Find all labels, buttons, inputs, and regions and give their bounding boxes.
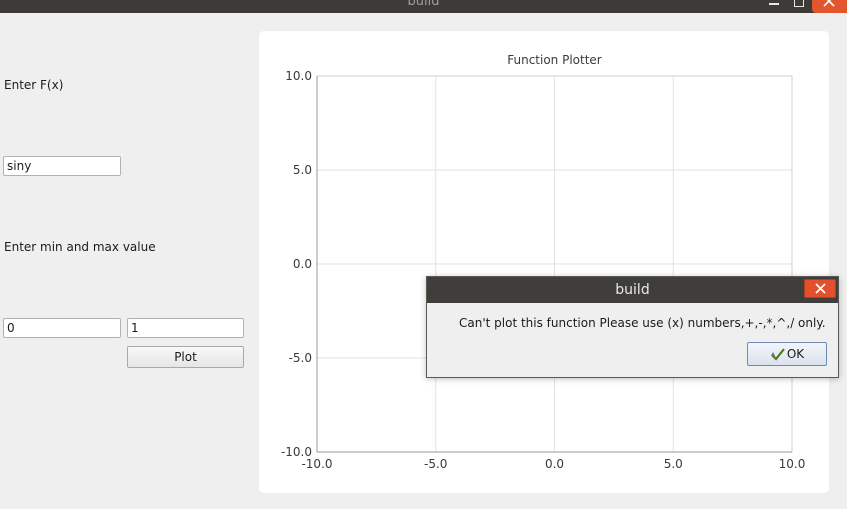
plot-button[interactable]: Plot bbox=[127, 346, 244, 368]
maximize-icon[interactable] bbox=[793, 0, 805, 13]
fx-label: Enter F(x) bbox=[4, 78, 64, 92]
ok-check-arrow-icon bbox=[770, 348, 785, 361]
window-titlebar: build bbox=[0, 0, 847, 13]
range-label: Enter min and max value bbox=[4, 240, 156, 254]
x-tick-label: 10.0 bbox=[779, 457, 806, 471]
chart-title: Function Plotter bbox=[507, 53, 602, 67]
chart-panel: Function Plotter -10.0 -5.0 0.0 5.0 10.0 10.0 5… bbox=[259, 31, 829, 493]
y-tick-label: -5.0 bbox=[289, 351, 312, 365]
x-tick-label: -10.0 bbox=[301, 457, 332, 471]
y-tick-label: 0.0 bbox=[293, 257, 312, 271]
close-icon bbox=[823, 0, 835, 7]
dialog-title: build bbox=[427, 277, 838, 303]
function-chart: Function Plotter -10.0 -5.0 0.0 5.0 10.0 10.0 5… bbox=[281, 53, 806, 471]
max-input[interactable]: 1 bbox=[127, 318, 244, 338]
x-tick-label: -5.0 bbox=[424, 457, 447, 471]
close-icon bbox=[815, 283, 826, 294]
min-input[interactable]: 0 bbox=[3, 318, 121, 338]
x-tick-label: 0.0 bbox=[545, 457, 564, 471]
dialog-message: Can't plot this function Please use (x) … bbox=[459, 316, 826, 330]
ok-label: OK bbox=[786, 347, 805, 361]
dialog-close-button[interactable] bbox=[804, 279, 836, 298]
window-title: build bbox=[407, 0, 440, 9]
y-tick-label: 5.0 bbox=[293, 163, 312, 177]
error-dialog: build Can't plot this function Please us… bbox=[426, 276, 839, 378]
minimize-icon[interactable] bbox=[768, 0, 780, 13]
window-close-button[interactable] bbox=[812, 0, 847, 13]
y-tick-label: 10.0 bbox=[285, 69, 312, 83]
y-tick-label: -10.0 bbox=[281, 445, 312, 459]
x-tick-label: 5.0 bbox=[664, 457, 683, 471]
fx-input[interactable]: siny bbox=[3, 156, 121, 176]
ok-button[interactable]: OK bbox=[747, 342, 827, 366]
